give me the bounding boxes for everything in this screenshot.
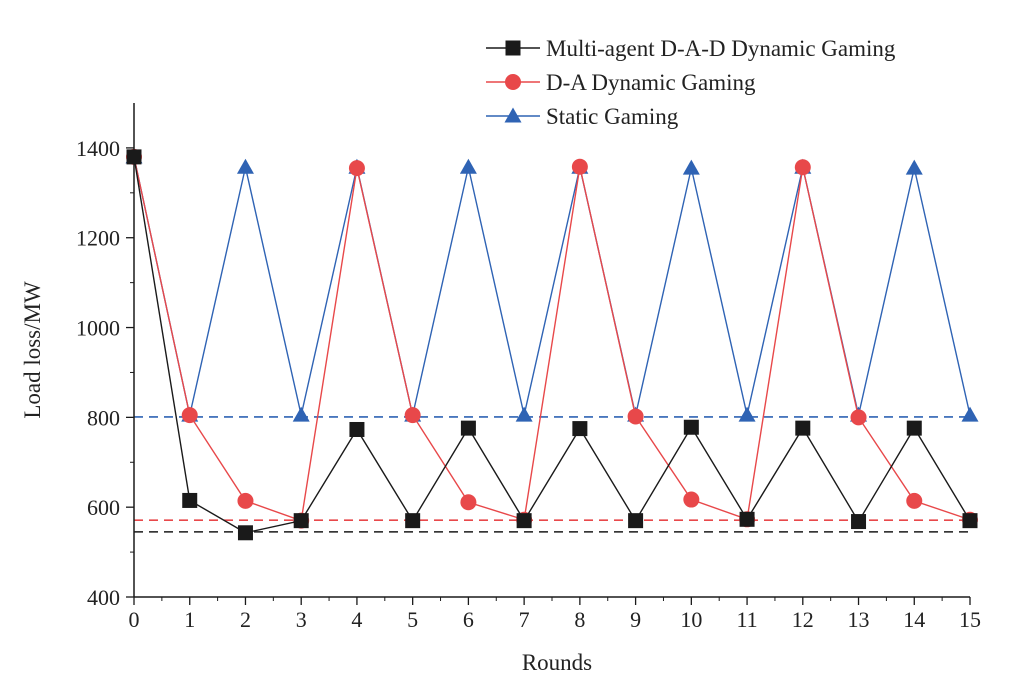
x-tick-label-3: 3 [296,607,307,632]
series-0-point-11 [739,511,755,527]
series-2-point-15 [961,406,979,422]
x-tick-label-8: 8 [574,607,585,632]
x-tick-label-4: 4 [351,607,362,632]
series-0-point-1 [182,492,198,508]
series-0-point-14 [906,420,922,436]
legend-item-2: Static Gaming [486,104,679,129]
legend-marker-0 [505,40,521,56]
x-tick-label-10: 10 [680,607,702,632]
x-tick-label-11: 11 [736,607,757,632]
legend-item-0: Multi-agent D-A-D Dynamic Gaming [486,36,896,61]
ticks: 0 1 2 3 4 5 6 7 8 9 10 11 12 13 14 15400600800100012001… [76,136,981,632]
series-1-point-8 [571,158,588,175]
series-0 [126,149,978,541]
series-0-point-3 [293,513,309,529]
series-1-point-12 [794,159,811,176]
y-axis-title: Load loss/MW [20,281,45,419]
x-tick-label-14: 14 [903,607,925,632]
x-tick-label-1: 1 [184,607,195,632]
series-2-point-3 [292,406,310,422]
x-tick-label-12: 12 [792,607,814,632]
y-tick-label-0: 400 [87,585,120,610]
series-0-point-5 [405,513,421,529]
legend-marker-2 [504,107,522,123]
legend: Multi-agent D-A-D Dynamic Gaming D-A Dyna… [486,36,896,129]
series-2-point-10 [682,159,700,175]
legend-label-2: Static Gaming [546,104,679,129]
series-2-point-6 [459,158,477,174]
legend-marker-1 [505,74,521,90]
series-0-point-7 [516,513,532,529]
y-tick-label-4: 1200 [76,226,120,251]
series-0-point-4 [349,421,365,437]
series-0-point-15 [962,513,978,529]
series-0-point-6 [460,420,476,436]
series-2-point-7 [515,406,533,422]
legend-label-1: D-A Dynamic Gaming [546,70,756,95]
x-tick-label-5: 5 [407,607,418,632]
series-0-point-9 [628,513,644,529]
series-0-point-10 [683,419,699,435]
y-tick-label-5: 1400 [76,136,120,161]
x-tick-label-15: 15 [959,607,981,632]
x-tick-label-2: 2 [240,607,251,632]
x-tick-label-9: 9 [630,607,641,632]
x-tick-label-13: 13 [848,607,870,632]
series-1-point-2 [237,492,254,509]
series-0-point-13 [851,514,867,530]
series-1-point-9 [627,408,644,425]
x-axis-title: Rounds [522,650,592,675]
series-1-point-6 [460,494,477,511]
series-1-point-10 [683,491,700,508]
x-tick-label-7: 7 [519,607,530,632]
x-tick-label-0: 0 [129,607,140,632]
series-0-point-8 [572,421,588,437]
series-0-point-12 [795,420,811,436]
series-0-line [133,156,971,534]
series-layer [125,148,979,541]
series-1-line [133,156,971,522]
series-2-line [133,156,971,416]
series-0-point-2 [237,525,253,541]
y-tick-label-1: 600 [87,495,120,520]
series-1-point-4 [348,160,365,177]
y-tick-label-2: 800 [87,405,120,430]
series-2-point-14 [905,159,923,175]
x-tick-label-6: 6 [463,607,474,632]
series-1-point-5 [404,407,421,424]
series-1-point-14 [906,492,923,509]
series-1-point-13 [850,409,867,426]
series-2-point-2 [236,158,254,174]
legend-label-0: Multi-agent D-A-D Dynamic Gaming [546,36,896,61]
legend-item-1: D-A Dynamic Gaming [486,70,756,95]
reference-lines [134,416,970,533]
series-2-point-11 [738,406,756,422]
series-1-point-1 [181,407,198,424]
y-tick-label-3: 1000 [76,316,120,341]
